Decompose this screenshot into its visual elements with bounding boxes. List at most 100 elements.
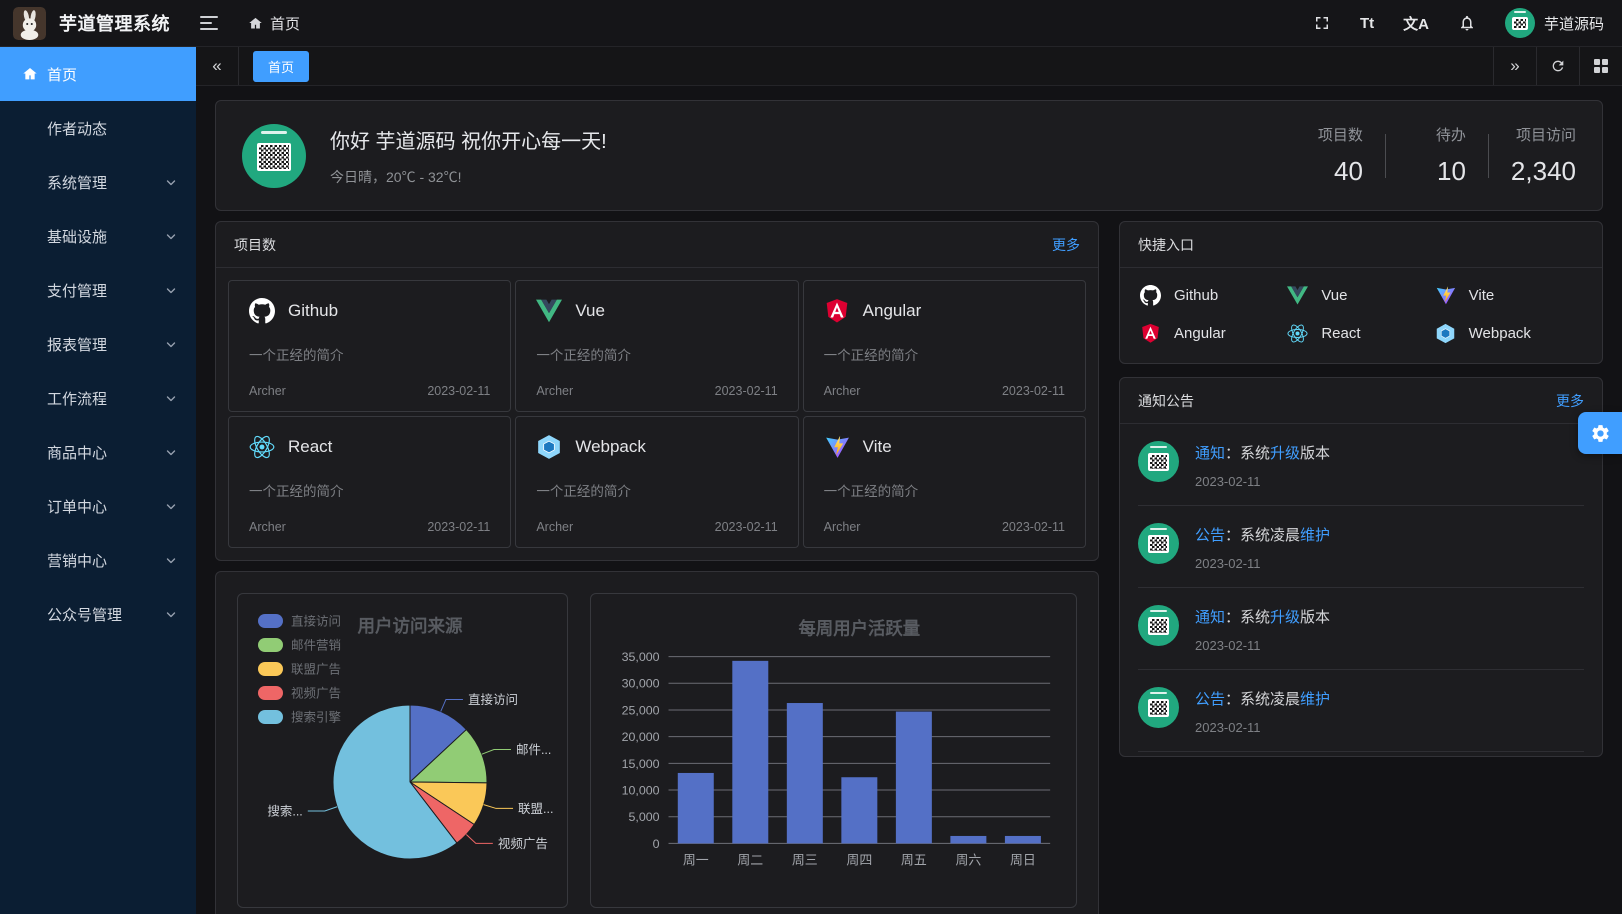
user-menu[interactable]: 芋道源码: [1504, 8, 1604, 38]
project-card-footer: Archer 2023-02-11: [824, 384, 1065, 398]
project-card-header: Vue: [536, 298, 777, 324]
project-card-header: Vite: [824, 434, 1065, 460]
sidebar-item-首页[interactable]: 首页: [0, 47, 196, 101]
font-size-icon[interactable]: Tt: [1359, 14, 1375, 32]
svg-text:周五: 周五: [901, 852, 927, 867]
chevron-down-icon: [165, 230, 177, 242]
notices-more-link[interactable]: 更多: [1556, 392, 1584, 409]
notice-date: 2023-02-11: [1195, 556, 1261, 571]
tags-scroll-right-icon[interactable]: »: [1493, 47, 1536, 85]
app-logo: [13, 6, 46, 40]
svg-text:20,000: 20,000: [622, 730, 660, 744]
user-avatar-large: [242, 123, 306, 188]
project-description: 一个正经的简介: [536, 348, 631, 363]
sidebar-item-公众号管理[interactable]: 公众号管理: [0, 587, 196, 641]
refresh-icon[interactable]: [1536, 47, 1579, 85]
notice-keyword-link[interactable]: 公告: [1195, 527, 1226, 544]
notice-keyword-link[interactable]: 维护: [1300, 527, 1331, 544]
sidebar-item-基础设施[interactable]: 基础设施: [0, 209, 196, 263]
tags-collapse-left-icon[interactable]: «: [196, 47, 239, 85]
project-card-react[interactable]: React 一个正经的简介 Archer 2023-02-11: [228, 416, 512, 548]
tab-home[interactable]: 首页: [253, 50, 310, 82]
project-author: Archer: [249, 384, 286, 398]
shortcuts-panel-header: 快捷入口: [1120, 222, 1602, 268]
sidebar-item-支付管理[interactable]: 支付管理: [0, 263, 196, 317]
notice-texts: 通知：系统升级版本 2023-02-11: [1195, 605, 1330, 653]
sidebar-item-label: 营销中心: [47, 552, 108, 570]
breadcrumb[interactable]: 首页: [248, 13, 300, 34]
svg-text:周三: 周三: [792, 852, 818, 867]
stat-value: 10: [1437, 156, 1466, 186]
sidebar-item-label: 报表管理: [47, 336, 108, 354]
notice-item[interactable]: 公告：系统凌晨维护 2023-02-11: [1138, 670, 1584, 752]
notice-keyword-link[interactable]: 公告: [1195, 691, 1226, 708]
react-icon: [1287, 323, 1308, 344]
tags-menu-grid-icon[interactable]: [1579, 47, 1622, 85]
notice-item[interactable]: 公告：系统凌晨维护 2023-02-11: [1138, 506, 1584, 588]
notice-keyword-link[interactable]: 通知: [1195, 609, 1226, 626]
project-card-angular[interactable]: Angular 一个正经的简介 Archer 2023-02-11: [802, 280, 1086, 412]
shortcut-label: Vue: [1321, 287, 1348, 304]
sidebar-menu: 首页 作者动态系统管理基础设施支付管理报表管理工作流程商品中心订单中心营销中心公众…: [0, 47, 196, 641]
shortcut-github[interactable]: Github: [1140, 285, 1287, 306]
theme-settings-button[interactable]: [1578, 412, 1622, 454]
project-card-github[interactable]: Github 一个正经的简介 Archer 2023-02-11: [228, 280, 512, 412]
project-card-webpack[interactable]: Webpack 一个正经的简介 Archer 2023-02-11: [515, 416, 799, 548]
pie-chart-card: 用户访问来源 直接访问 邮件营销 联盟广告 视频广告 搜索引擎 直接访问 邮件... 联盟...…: [237, 593, 568, 908]
project-author: Archer: [249, 520, 286, 534]
shortcut-label: Github: [1174, 287, 1219, 304]
sidebar-item-营销中心[interactable]: 营销中心: [0, 533, 196, 587]
shortcut-vite[interactable]: Vite: [1435, 285, 1582, 306]
sidebar-item-报表管理[interactable]: 报表管理: [0, 317, 196, 371]
stat-block: 待办 10: [1408, 124, 1466, 187]
projects-panel: 项目数 更多 Github 一个正经的简介 Archer 2023-02-11 Vue 一…: [215, 221, 1099, 561]
notice-keyword-link[interactable]: 通知: [1195, 445, 1226, 462]
sidebar-item-label: 系统管理: [47, 174, 108, 192]
notice-text: ：系统凌晨: [1225, 691, 1301, 708]
project-date: 2023-02-11: [1001, 520, 1065, 534]
notice-keyword-link[interactable]: 维护: [1300, 691, 1331, 708]
sidebar-item-label: 支付管理: [47, 282, 108, 300]
project-description: 一个正经的简介: [249, 484, 344, 499]
project-card-header: Github: [249, 298, 490, 324]
bar-chart-svg: 每周用户活跃量 0 5,000 10,000 15,000 20,000 25,000 30,…: [622, 619, 1051, 867]
fullscreen-icon[interactable]: [1313, 14, 1331, 32]
svg-text:10,000: 10,000: [622, 784, 660, 798]
project-name: Vue: [575, 301, 605, 320]
sidebar-item-商品中心[interactable]: 商品中心: [0, 425, 196, 479]
project-card-vue[interactable]: Vue 一个正经的简介 Archer 2023-02-11: [515, 280, 799, 412]
shortcut-react[interactable]: React: [1287, 323, 1434, 344]
greeting-title: 你好 芋道源码 祝你开心每一天!: [330, 130, 607, 153]
notice-item[interactable]: 通知：系统升级版本 2023-02-11: [1138, 588, 1584, 670]
sidebar-item-工作流程[interactable]: 工作流程: [0, 371, 196, 425]
notification-bell-icon[interactable]: [1458, 14, 1476, 32]
sidebar-item-label: 公众号管理: [47, 606, 123, 624]
notice-item[interactable]: 通知：系统升级版本 2023-02-11: [1138, 424, 1584, 506]
project-card-vite[interactable]: Vite 一个正经的简介 Archer 2023-02-11: [802, 416, 1086, 548]
notice-keyword-link[interactable]: 升级: [1270, 609, 1301, 626]
shortcut-webpack[interactable]: Webpack: [1435, 323, 1582, 344]
notice-texts: 公告：系统凌晨维护 2023-02-11: [1195, 523, 1330, 571]
project-name: Webpack: [575, 437, 646, 456]
tab-strip: 首页: [239, 50, 1493, 82]
stat-block: 项目访问 2,340: [1511, 124, 1576, 187]
sidebar-item-作者动态[interactable]: 作者动态: [0, 101, 196, 155]
projects-more-link[interactable]: 更多: [1052, 236, 1080, 253]
sidebar-item-label: 基础设施: [47, 228, 108, 246]
shortcut-angular[interactable]: Angular: [1140, 323, 1287, 344]
sidebar-item-系统管理[interactable]: 系统管理: [0, 155, 196, 209]
navbar-actions: Tt 文A 芋道源码: [1313, 8, 1604, 38]
chevron-down-icon: [165, 500, 177, 512]
shortcut-vue[interactable]: Vue: [1287, 285, 1434, 306]
project-date: 2023-02-11: [714, 520, 778, 534]
notice-keyword-link[interactable]: 升级: [1270, 445, 1301, 462]
breadcrumb-label: 首页: [270, 15, 301, 33]
language-icon[interactable]: 文A: [1403, 15, 1429, 33]
menu-fold-icon[interactable]: [200, 16, 218, 30]
svg-text:用户访问来源: 用户访问来源: [358, 616, 463, 636]
sidebar-item-订单中心[interactable]: 订单中心: [0, 479, 196, 533]
sidebar-item-label: 商品中心: [47, 444, 108, 462]
stat-divider: [1384, 133, 1386, 178]
sidebar-item-label: 订单中心: [47, 498, 108, 516]
svg-text:周日: 周日: [1010, 852, 1036, 867]
